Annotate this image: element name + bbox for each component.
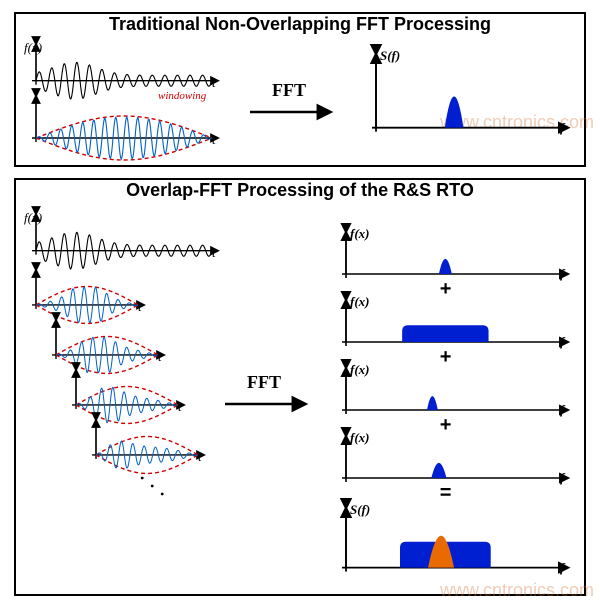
axis-label: f	[560, 560, 564, 576]
axis-label: f(x)	[24, 210, 42, 226]
axis-label: f	[560, 402, 564, 418]
operator: +	[440, 346, 452, 369]
axis-label: f(x)	[350, 430, 370, 446]
axis-label: t	[212, 132, 216, 148]
axis-label: t	[178, 399, 182, 415]
axis-label: S(f)	[350, 502, 370, 518]
fft-arrow-label: FFT	[247, 372, 281, 393]
axis-label: f	[560, 334, 564, 350]
axis-label: f(x)	[350, 226, 370, 242]
axis-label: f	[560, 470, 564, 486]
axis-label: f	[560, 120, 564, 136]
axis-label: t	[138, 299, 142, 315]
axis-label: t	[158, 349, 162, 365]
axis-label: f(x)	[350, 294, 370, 310]
axis-label: f	[560, 266, 564, 282]
fft-arrow-label: FFT	[272, 80, 306, 101]
axis-label: S(f)	[380, 48, 400, 64]
axis-label: t	[198, 449, 202, 465]
axis-label: t	[212, 75, 216, 91]
operator: +	[440, 414, 452, 437]
operator: =	[440, 482, 452, 505]
axis-label: f(x)	[24, 40, 42, 56]
axis-label: windowing	[158, 90, 206, 102]
axis-label: t	[212, 245, 216, 261]
operator: +	[440, 278, 452, 301]
axis-label: f(x)	[350, 362, 370, 378]
